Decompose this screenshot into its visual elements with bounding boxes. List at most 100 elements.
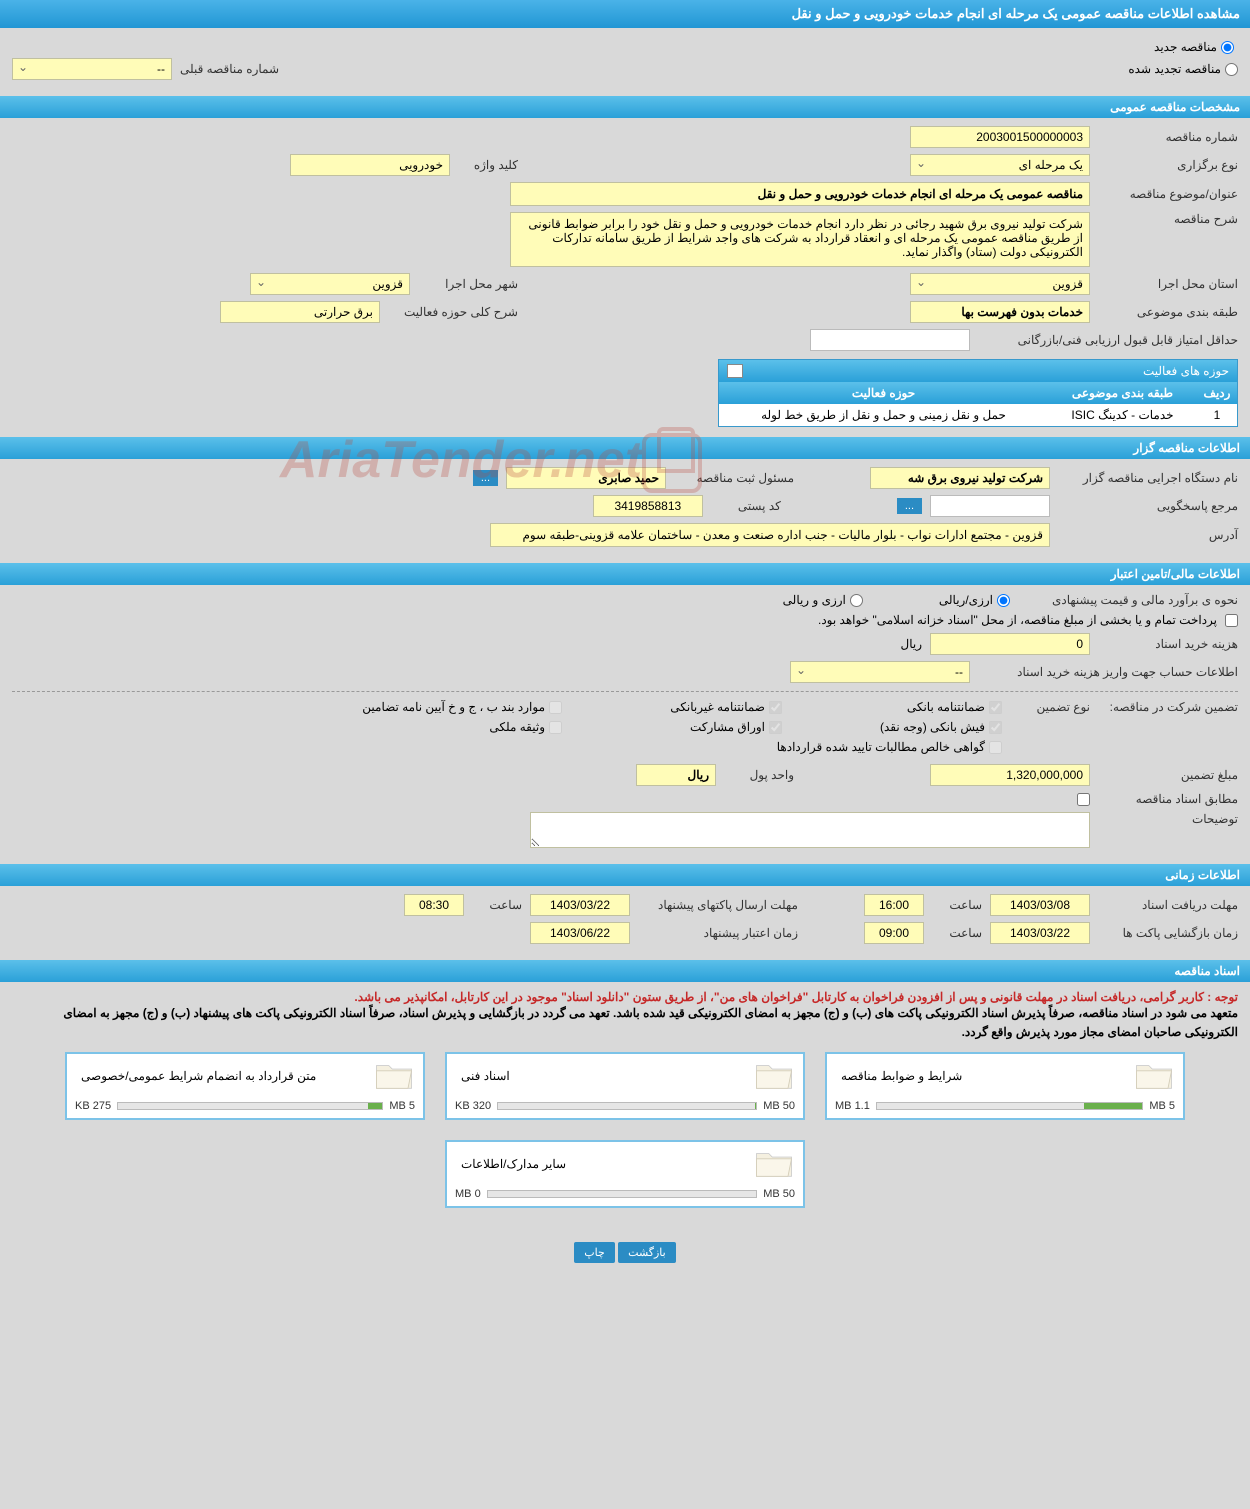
validity-label: زمان اعتبار پیشنهاد: [638, 926, 798, 940]
radio-foreign[interactable]: ارزی و ریالی: [783, 593, 863, 607]
cell-num: 1: [1197, 404, 1237, 426]
tender-number-label: شماره مناقصه: [1098, 130, 1238, 144]
time-label-1: ساعت: [932, 898, 982, 912]
postal-field: 3419858813: [593, 495, 703, 517]
address-field: قزوین - مجتمع ادارات نواب - بلوار مالیات…: [490, 523, 1050, 547]
section-financial: اطلاعات مالی/تامین اعتبار: [0, 563, 1250, 585]
folder-icon: [373, 1058, 415, 1094]
time-label-2: ساعت: [472, 898, 522, 912]
doc-cost-field[interactable]: [930, 633, 1090, 655]
doc-card[interactable]: متن قرارداد به انضمام شرایط عمومی/خصوصی5…: [65, 1052, 425, 1120]
doc-card[interactable]: سایر مدارک/اطلاعات 50 MB 0 MB: [445, 1140, 805, 1208]
doc-total: 50 MB: [763, 1188, 795, 1200]
payment-checkbox[interactable]: [1225, 614, 1238, 627]
time-label-3: ساعت: [932, 926, 982, 940]
category-label: طبقه بندی موضوعی: [1098, 305, 1238, 319]
section-organizer: اطلاعات مناقصه گزار: [0, 437, 1250, 459]
progress-bar: [876, 1102, 1143, 1110]
section-general: مشخصات مناقصه عمومی: [0, 96, 1250, 118]
org-label: نام دستگاه اجرایی مناقصه گزار: [1058, 471, 1238, 485]
doc-title: متن قرارداد به انضمام شرایط عمومی/خصوصی: [75, 1069, 373, 1083]
radio-new-label: مناقصه جدید: [1154, 40, 1217, 54]
radio-foreign-input[interactable]: [850, 594, 863, 607]
reference-label: مرجع پاسخگویی: [1058, 499, 1238, 513]
per-docs-checkbox[interactable]: [1077, 793, 1090, 806]
city-label: شهر محل اجرا: [418, 277, 518, 291]
doc-card[interactable]: اسناد فنی50 MB320 KB: [445, 1052, 805, 1120]
guarantee-type-label: نوع تضمین: [1010, 700, 1090, 714]
notes-label: توضیحات: [1098, 812, 1238, 826]
province-select[interactable]: قزوین: [910, 273, 1090, 295]
submit-deadline-label: مهلت ارسال پاکتهای پیشنهاد: [638, 898, 798, 912]
desc-label: شرح مناقصه: [1098, 212, 1238, 226]
cb-bonds[interactable]: اوراق مشارکت: [582, 720, 782, 734]
address-label: آدرس: [1058, 528, 1238, 542]
responsible-field: حمید صابری: [506, 467, 666, 489]
cb-nonbank[interactable]: ضمانتنامه غیربانکی: [582, 700, 782, 714]
guarantee-amount-label: مبلغ تضمین: [1098, 768, 1238, 782]
doc-used: 320 KB: [455, 1100, 491, 1112]
radio-rial-input[interactable]: [997, 594, 1010, 607]
folder-icon: [753, 1058, 795, 1094]
doc-title: شرایط و ضوابط مناقصه: [835, 1069, 1133, 1083]
radio-new-input[interactable]: [1221, 41, 1234, 54]
note-black: متعهد می شود در اسناد مناقصه، صرفاً پذیر…: [12, 1004, 1238, 1042]
folder-icon: [1133, 1058, 1175, 1094]
doc-used: 0 MB: [455, 1188, 481, 1200]
min-score-field[interactable]: [810, 329, 970, 351]
estimate-label: نحوه ی برآورد مالی و قیمت پیشنهادی: [1018, 593, 1238, 607]
type-label: نوع برگزاری: [1098, 158, 1238, 172]
validity-date: 1403/06/22: [530, 922, 630, 944]
radio-rial[interactable]: ارزی/ریالی: [939, 593, 1010, 607]
prev-number-select[interactable]: --: [12, 58, 172, 80]
type-select[interactable]: یک مرحله ای: [910, 154, 1090, 176]
guarantee-amount-field[interactable]: [930, 764, 1090, 786]
minimize-button[interactable]: –: [727, 364, 743, 378]
postal-label: کد پستی: [711, 499, 781, 513]
min-score-label: حداقل امتیاز قابل قبول ارزیابی فنی/بازرگ…: [978, 333, 1238, 347]
activity-header-title: حوزه های فعالیت: [1143, 364, 1229, 378]
col-category: طبقه بندی موضوعی: [1048, 382, 1197, 404]
radio-foreign-label: ارزی و ریالی: [783, 593, 846, 607]
print-button[interactable]: چاپ: [574, 1242, 615, 1263]
notes-field[interactable]: [530, 812, 1090, 848]
radio-rial-label: ارزی/ریالی: [939, 593, 993, 607]
subject-field: مناقصه عمومی یک مرحله ای انجام خدمات خود…: [510, 182, 1090, 206]
submit-time: 08:30: [404, 894, 464, 916]
cb-property[interactable]: وثیقه ملکی: [362, 720, 562, 734]
account-select[interactable]: --: [790, 661, 970, 683]
progress-bar: [497, 1102, 757, 1110]
cb-receivables[interactable]: گواهی خالص مطالبات تایید شده قراردادها: [362, 740, 1002, 754]
cb-bank-slip[interactable]: فیش بانکی (وجه نقد): [802, 720, 1002, 734]
doc-card[interactable]: شرایط و ضوابط مناقصه5 MB1.1 MB: [825, 1052, 1185, 1120]
ellipsis-button-2[interactable]: ...: [897, 498, 922, 514]
tender-number-field: 2003001500000003: [910, 126, 1090, 148]
doc-title: سایر مدارک/اطلاعات: [455, 1157, 753, 1171]
payment-note: پرداخت تمام و یا بخشی از مبلغ مناقصه، از…: [818, 613, 1217, 627]
city-select[interactable]: قزوین: [250, 273, 410, 295]
doc-total: 5 MB: [1149, 1100, 1175, 1112]
rial-unit: ریال: [900, 637, 922, 651]
cb-regulation[interactable]: موارد بند ب ، ج و خ آیین نامه تضامین: [362, 700, 562, 714]
opening-time: 09:00: [864, 922, 924, 944]
activity-box: حوزه های فعالیت – ردیف طبقه بندی موضوعی …: [718, 359, 1238, 427]
currency-unit-field: ریال: [636, 764, 716, 786]
back-button[interactable]: بازگشت: [618, 1242, 676, 1263]
radio-renewed-input[interactable]: [1225, 63, 1238, 76]
col-row: ردیف: [1197, 382, 1237, 404]
doc-title: اسناد فنی: [455, 1069, 753, 1083]
reference-field[interactable]: [930, 495, 1050, 517]
col-field: حوزه فعالیت: [719, 382, 1048, 404]
receive-deadline-label: مهلت دریافت اسناد: [1098, 898, 1238, 912]
radio-new[interactable]: مناقصه جدید: [1154, 40, 1234, 54]
currency-unit-label: واحد پول: [724, 768, 794, 782]
province-label: استان محل اجرا: [1098, 277, 1238, 291]
section-documents: اسناد مناقصه: [0, 960, 1250, 982]
radio-renewed[interactable]: مناقصه تجدید شده: [1128, 62, 1238, 76]
activity-table: ردیف طبقه بندی موضوعی حوزه فعالیت 1 خدما…: [719, 382, 1237, 426]
progress-bar: [487, 1190, 758, 1198]
doc-used: 275 KB: [75, 1100, 111, 1112]
ellipsis-button-1[interactable]: ...: [473, 470, 498, 486]
section-timing: اطلاعات زمانی: [0, 864, 1250, 886]
cb-bank-guarantee[interactable]: ضمانتنامه بانکی: [802, 700, 1002, 714]
